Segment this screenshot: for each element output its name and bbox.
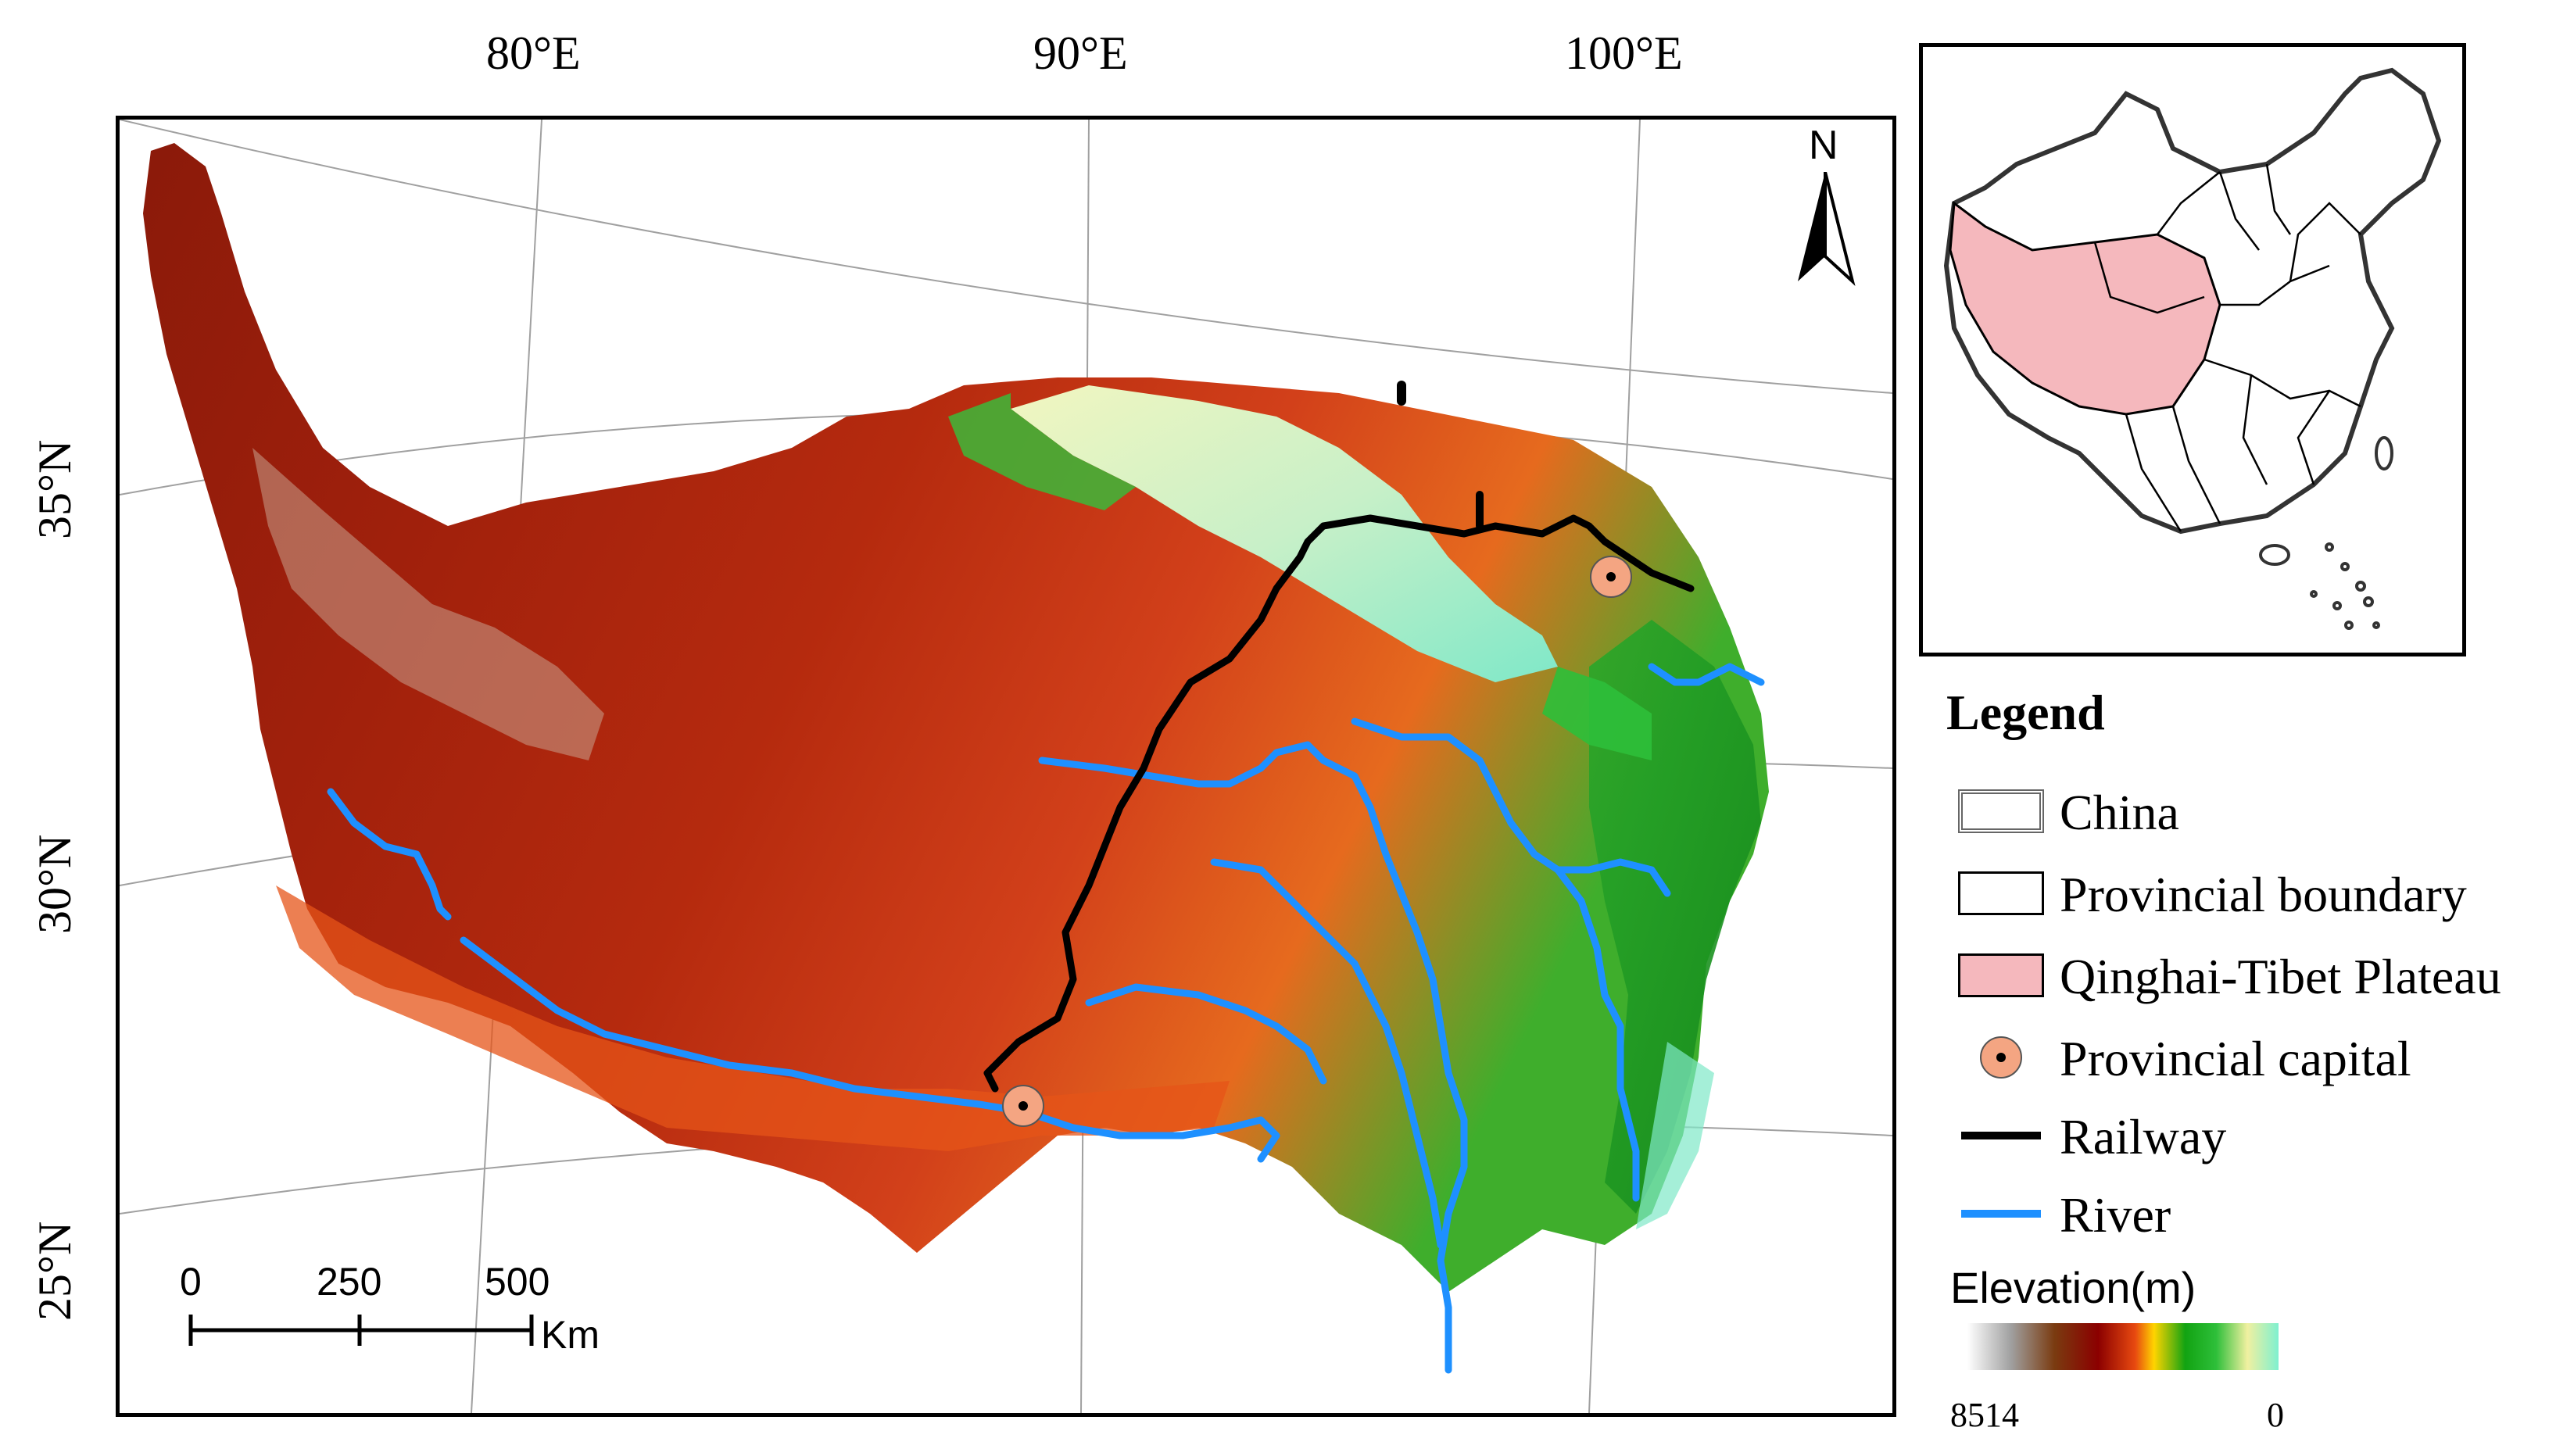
elevation-max-label: 8514 [1950, 1396, 2019, 1434]
capital-lhasa [1002, 1085, 1044, 1127]
north-label: N [1809, 123, 1838, 168]
rivers [327, 663, 1765, 1374]
scale-bar: 0 250 500 Km [180, 1262, 649, 1364]
inset-plateau [1949, 201, 2221, 416]
north-arrow-icon [1798, 172, 1856, 286]
elevation-ramp [1967, 1323, 2279, 1370]
lat-label-25n: 25°N [29, 1221, 81, 1321]
main-map [116, 116, 1896, 1417]
legend-label-river: River [2060, 1187, 2171, 1243]
legend-label-railway: Railway [2060, 1109, 2227, 1164]
railway-line-icon [1961, 1132, 2041, 1139]
lon-label-80e: 80°E [486, 27, 581, 79]
legend-label-plateau: Qinghai-Tibet Plateau [2060, 949, 2501, 1004]
provincial-boundary-icon [1958, 871, 2044, 915]
lat-label-30n: 30°N [29, 834, 81, 934]
map-canvas [120, 120, 1892, 1413]
river-line-icon [1961, 1210, 2041, 1218]
north-arrow: N [1790, 123, 1860, 286]
scale-unit: Km [541, 1313, 600, 1357]
legend-title: Legend [1946, 685, 2105, 740]
plateau-swatch-icon [1958, 953, 2044, 997]
scale-tick-250: 250 [317, 1260, 382, 1304]
elevation-title: Elevation(m) [1950, 1263, 2196, 1312]
lon-label-90e: 90°E [1033, 27, 1128, 79]
elevation-min-label: 0 [2267, 1396, 2284, 1434]
scale-bar-line [188, 1315, 534, 1346]
china-inset-svg [1943, 67, 2442, 630]
elevation-legend: Elevation(m) 8514 0 [1950, 1262, 2310, 1434]
capital-xining [1590, 556, 1632, 598]
scale-tick-0: 0 [180, 1260, 202, 1304]
legend-label-china: China [2060, 785, 2179, 840]
china-outline-icon [1958, 789, 2044, 833]
inset-map-china [1919, 43, 2466, 656]
scale-tick-500: 500 [485, 1260, 550, 1304]
capital-dot-icon [1980, 1036, 2022, 1079]
plateau-elevation [143, 143, 1769, 1292]
lon-label-100e: 100°E [1565, 27, 1683, 79]
legend-label-provincial-boundary: Provincial boundary [2060, 867, 2467, 922]
legend-label-capital: Provincial capital [2060, 1031, 2411, 1086]
lat-label-35n: 35°N [29, 439, 81, 539]
railway [983, 381, 1695, 1093]
